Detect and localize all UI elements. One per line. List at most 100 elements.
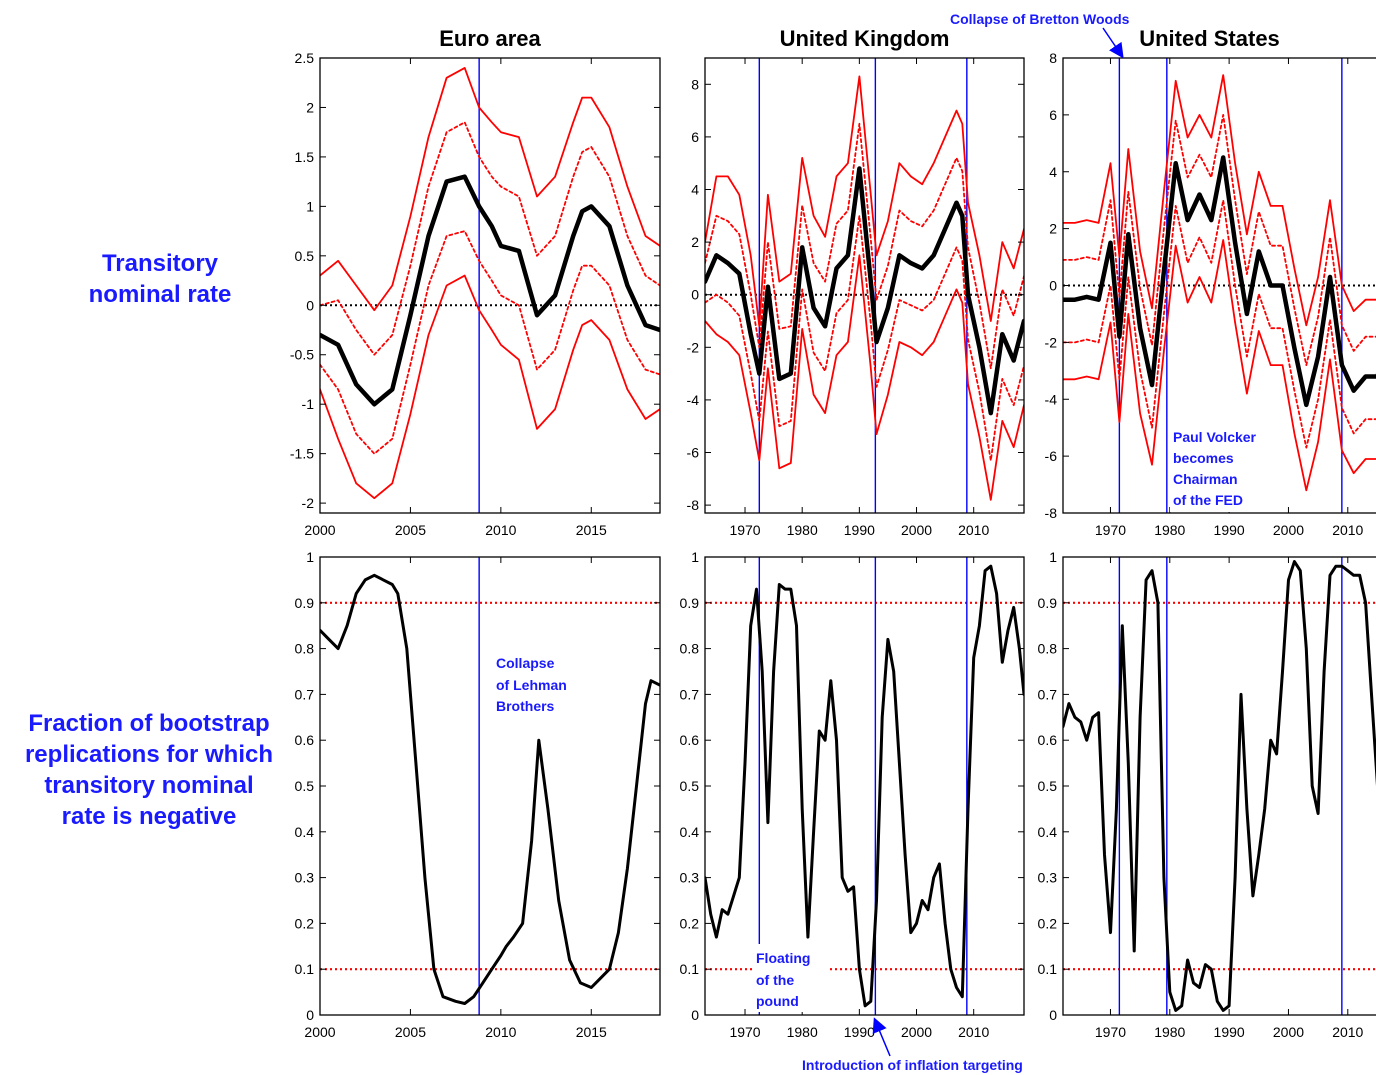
uk_top-ytick-label-4: 0 bbox=[691, 287, 699, 303]
uk_top-ytick-label-0: -8 bbox=[687, 497, 700, 513]
annotation-volcker-line-2: becomes bbox=[1173, 450, 1234, 466]
annotation-inflation-targeting: Introduction of inflation targeting bbox=[802, 1057, 1023, 1073]
uk_bottom-ytick-label-4: 0.4 bbox=[680, 824, 700, 840]
us_bottom-ytick-label-6: 0.6 bbox=[1038, 732, 1058, 748]
us_top-ytick-label-3: -2 bbox=[1045, 334, 1058, 350]
panel-uk_top: 1970 1980 1990 2000 2010 -8 -6 -4 -2 0 2 4 6 8 United … bbox=[687, 26, 1025, 538]
row-label-top: Transitory nominal rate bbox=[40, 248, 280, 310]
us_top-xtick-label-1: 1980 bbox=[1154, 522, 1185, 538]
panel-ea_bottom: 2000 2005 2010 2015 0 0.1 0.2 0.3 0.4 0.5 0.6 0.7 0.… bbox=[295, 549, 661, 1040]
uk_top-ytick-label-1: -6 bbox=[687, 445, 700, 461]
ea_top-series bbox=[320, 67, 660, 500]
uk_top-ytick-label-2: -4 bbox=[687, 392, 700, 408]
panel-uk_bottom: 1970 1980 1990 2000 2010 0 0.1 0.2 0.3 0.4 0.5 0.6 0… bbox=[680, 549, 1025, 1040]
us_bottom-ytick-label-1: 0.1 bbox=[1038, 961, 1058, 977]
annotation-volcker-line-4: of the FED bbox=[1173, 492, 1243, 508]
uk_bottom-ytick-label-2: 0.2 bbox=[680, 915, 700, 931]
ea_top-title: Euro area bbox=[439, 26, 541, 51]
uk_bottom-ytick-label-9: 0.9 bbox=[680, 595, 700, 611]
ea_top-line-upper90 bbox=[320, 67, 660, 312]
ea_top-ytick-label-0: -2 bbox=[302, 495, 315, 511]
uk_top-xtick-label-1: 1980 bbox=[787, 522, 818, 538]
annotation-lehman-line-3: Brothers bbox=[496, 698, 555, 714]
ea_top-ytick-label-7: 1.5 bbox=[295, 149, 315, 165]
uk_bottom-ytick-label-3: 0.3 bbox=[680, 870, 700, 886]
us_top-line-upper90 bbox=[1063, 74, 1376, 327]
us_bottom-ytick-label-8: 0.8 bbox=[1038, 641, 1058, 657]
row-label-bottom: Fraction of bootstrap replications for w… bbox=[0, 708, 298, 832]
us_top-xtick-label-2: 1990 bbox=[1214, 522, 1245, 538]
us_bottom-ytick-label-7: 0.7 bbox=[1038, 686, 1058, 702]
uk_bottom-ytick-label-1: 0.1 bbox=[680, 961, 700, 977]
annotation-lehman-bg bbox=[493, 650, 573, 722]
uk_bottom-series bbox=[705, 564, 1024, 1008]
uk_bottom-xtick-label-4: 2010 bbox=[958, 1024, 989, 1040]
uk_top-xtick-label-4: 2010 bbox=[958, 522, 989, 538]
uk_bottom-ytick-label-0: 0 bbox=[691, 1007, 699, 1023]
annotation-volcker: Paul Volcker becomes Chairman of the FED bbox=[1173, 429, 1260, 508]
ea_top-ytick-label-9: 2.5 bbox=[295, 50, 315, 66]
ea_top-line-lower68 bbox=[320, 230, 660, 455]
us_top-ytick-label-2: -4 bbox=[1045, 391, 1058, 407]
uk_top-line-lower68 bbox=[705, 214, 1024, 462]
ea_bottom-frame bbox=[319, 556, 661, 1016]
us_top-line-median bbox=[1063, 155, 1376, 408]
ea_top-line-upper68 bbox=[320, 121, 660, 356]
us_bottom-xtick-label-2: 1990 bbox=[1214, 1024, 1245, 1040]
uk_top-ytick-label-3: -2 bbox=[687, 339, 700, 355]
ea_top-ytick-label-4: 0 bbox=[306, 297, 314, 313]
row-label-bottom-line-4: rate is negative bbox=[61, 803, 237, 830]
uk_bottom-ytick-label-5: 0.5 bbox=[680, 778, 700, 794]
row-label-bottom-line-1: Fraction of bootstrap bbox=[28, 710, 270, 737]
ea_bottom-ytick-label-10: 1 bbox=[306, 549, 314, 565]
annotation-bretton-woods: Collapse of Bretton Woods bbox=[950, 11, 1130, 27]
us_bottom-ytick-label-4: 0.4 bbox=[1038, 824, 1058, 840]
annotation-volcker-line-1: Paul Volcker bbox=[1173, 429, 1257, 445]
us_bottom-xtick-label-3: 2000 bbox=[1273, 1024, 1304, 1040]
uk_top-line-upper68 bbox=[705, 122, 1024, 370]
ea_bottom-xtick-label-0: 2000 bbox=[304, 1024, 335, 1040]
us_top-ytick-label-5: 2 bbox=[1049, 221, 1057, 237]
ea_top-xtick-label-3: 2015 bbox=[576, 522, 607, 538]
uk_bottom-frame bbox=[704, 556, 1025, 1016]
us_bottom-xtick-label-1: 1980 bbox=[1154, 1024, 1185, 1040]
ea_bottom-ytick-label-0: 0 bbox=[306, 1007, 314, 1023]
ea_top-xtick-label-0: 2000 bbox=[304, 522, 335, 538]
annotation-volcker-line-3: Chairman bbox=[1173, 471, 1238, 487]
uk_bottom-xtick-label-2: 1990 bbox=[844, 1024, 875, 1040]
us_top-line-upper68 bbox=[1063, 114, 1376, 366]
ea_bottom-series bbox=[320, 573, 660, 1005]
uk_top-ytick-label-5: 2 bbox=[691, 234, 699, 250]
annotation-lehman-line-1: Collapse bbox=[496, 655, 555, 671]
uk_bottom-ytick-label-7: 0.7 bbox=[680, 686, 700, 702]
us_top-ytick-label-1: -6 bbox=[1045, 448, 1058, 464]
us_top-ytick-label-4: 0 bbox=[1049, 278, 1057, 294]
ea_top-line-median bbox=[320, 174, 660, 407]
annotation-floating-line-3: pound bbox=[756, 993, 799, 1009]
uk_bottom-xtick-label-0: 1970 bbox=[729, 1024, 760, 1040]
us_top-ytick-label-7: 6 bbox=[1049, 107, 1057, 123]
row-label-top-line-1: Transitory bbox=[101, 250, 219, 277]
ea_top-ytick-label-2: -1 bbox=[302, 396, 315, 412]
us_top-ytick-label-6: 4 bbox=[1049, 164, 1057, 180]
us_top-xtick-label-4: 2010 bbox=[1332, 522, 1363, 538]
ea_bottom-ytick-label-5: 0.5 bbox=[295, 778, 315, 794]
ea_top-ytick-label-1: -1.5 bbox=[290, 446, 314, 462]
uk_bottom-ytick-label-8: 0.8 bbox=[680, 641, 700, 657]
ea_top-xtick-label-2: 2010 bbox=[485, 522, 516, 538]
ea_bottom-ytick-label-2: 0.2 bbox=[295, 915, 315, 931]
arrow-bretton-woods bbox=[1102, 27, 1124, 59]
us_top-ytick-label-8: 8 bbox=[1049, 50, 1057, 66]
row-label-bottom-line-3: transitory nominal bbox=[44, 772, 254, 799]
annotation-volcker-bg bbox=[1170, 426, 1276, 512]
annotation-floating-bg bbox=[753, 944, 829, 1012]
uk_top-line-upper90 bbox=[705, 75, 1024, 328]
row-label-top-line-2: nominal rate bbox=[88, 281, 232, 308]
ea_bottom-ytick-label-1: 0.1 bbox=[295, 961, 315, 977]
ea_top-line-lower90 bbox=[320, 274, 660, 500]
ea_bottom-xtick-label-3: 2015 bbox=[576, 1024, 607, 1040]
ea_bottom-ytick-label-7: 0.7 bbox=[295, 686, 315, 702]
us_top-xtick-label-3: 2000 bbox=[1273, 522, 1304, 538]
ea_top-ytick-label-6: 1 bbox=[306, 198, 314, 214]
